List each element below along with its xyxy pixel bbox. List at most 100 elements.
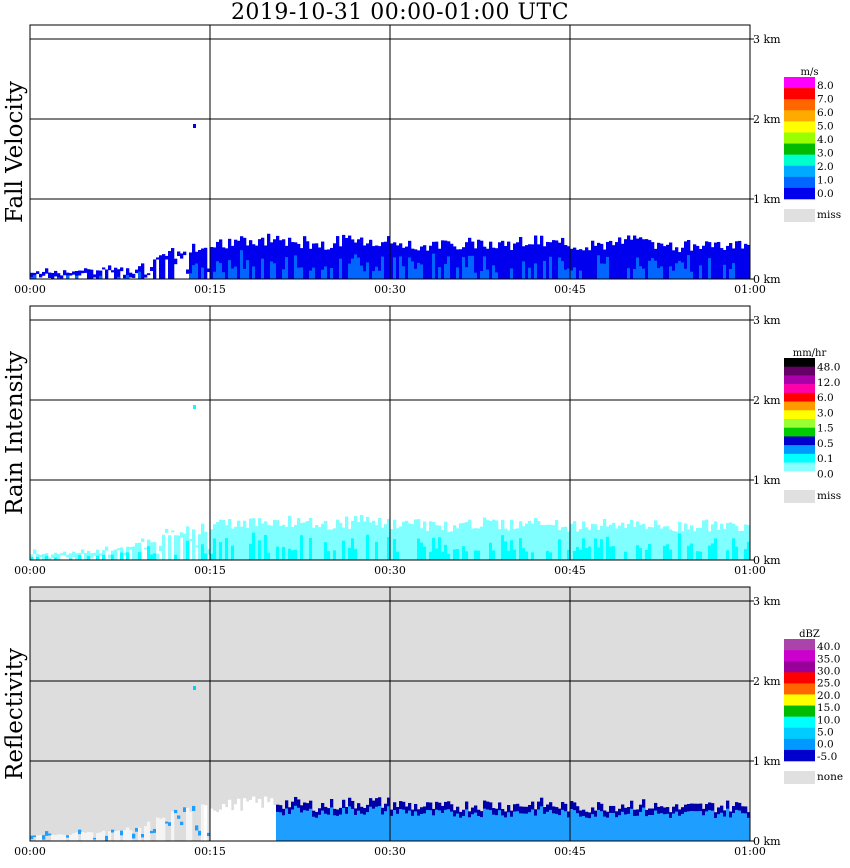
echo-cell — [117, 276, 121, 279]
echo-cell — [99, 553, 103, 556]
legend-label: -5.0 — [817, 751, 837, 763]
echo-cell — [324, 813, 328, 841]
echo-cell — [372, 520, 376, 560]
echo-cell — [639, 548, 643, 560]
echo-cell — [213, 271, 217, 279]
echo-cell — [102, 267, 106, 270]
echo-cell — [402, 247, 406, 279]
echo-cell — [372, 271, 376, 279]
echo-cell — [675, 247, 679, 279]
legend-swatch — [784, 88, 815, 100]
echo-cell — [603, 816, 607, 841]
echo-cell — [393, 257, 397, 279]
echo-cell — [123, 830, 127, 841]
echo-cell — [360, 237, 364, 279]
echo-cell — [270, 525, 274, 560]
echo-cell — [57, 554, 61, 560]
echo-cell — [180, 821, 184, 826]
echo-cell — [510, 816, 514, 841]
echo-cell — [234, 239, 238, 279]
echo-cell — [480, 240, 484, 279]
echo-cell — [435, 809, 439, 841]
echo-cell — [246, 801, 250, 841]
echo-cell — [633, 235, 637, 279]
echo-cell — [201, 804, 205, 841]
echo-cell — [486, 269, 490, 279]
echo-cell — [474, 248, 478, 279]
echo-cell — [126, 827, 130, 841]
echo-cell — [231, 545, 235, 560]
echo-cell — [513, 811, 517, 841]
echo-cell — [441, 529, 445, 560]
echo-cell — [564, 245, 568, 279]
echo-cell — [603, 518, 607, 560]
echo-cell — [96, 833, 100, 841]
legend-swatch — [784, 401, 815, 411]
echo-cell — [51, 272, 55, 279]
echo-cell — [663, 814, 667, 841]
echo-cell — [375, 806, 379, 841]
echo-cell — [129, 830, 133, 841]
echo-cell — [600, 539, 604, 560]
echo-cell — [669, 242, 673, 279]
echo-cell — [276, 520, 280, 560]
echo-cell — [495, 815, 499, 841]
echo-cell — [678, 533, 682, 560]
echo-cell — [117, 830, 121, 841]
echo-cell — [435, 241, 439, 279]
echo-cell — [294, 525, 298, 560]
echo-cell — [702, 815, 706, 841]
echo-cell — [42, 553, 46, 560]
echo-area — [30, 233, 751, 279]
echo-cell — [462, 546, 466, 560]
echo-cell — [75, 275, 79, 279]
echo-cell — [588, 529, 592, 560]
x-tick-label: 00:30 — [374, 845, 406, 858]
echo-cell — [261, 237, 265, 279]
echo-cell — [744, 524, 748, 560]
echo-cell — [645, 549, 649, 560]
echo-cell — [315, 525, 319, 560]
echo-cell — [318, 814, 322, 841]
echo-cell — [621, 522, 625, 560]
echo-cell — [243, 520, 247, 560]
echo-cell — [444, 521, 448, 560]
legend-swatch — [784, 165, 815, 178]
echo-cell — [201, 248, 205, 279]
echo-cell — [726, 808, 730, 841]
echo-cell — [582, 815, 586, 841]
echo-cell — [384, 811, 388, 841]
echo-area — [30, 796, 751, 841]
echo-cell — [315, 817, 319, 841]
echo-cell — [162, 817, 166, 841]
echo-cell — [636, 521, 640, 560]
echo-cell — [696, 811, 700, 841]
echo-cell — [135, 269, 139, 274]
echo-cell — [570, 248, 574, 279]
echo-cell — [36, 835, 40, 841]
echo-cell — [558, 257, 562, 279]
echo-cell — [390, 529, 394, 560]
echo-cell — [45, 831, 49, 836]
echo-cell — [525, 523, 529, 560]
height-tick-label: 1 km — [753, 474, 781, 487]
x-tick-label: 00:45 — [554, 845, 586, 858]
echo-cell — [132, 546, 136, 560]
echo-cell — [210, 247, 214, 279]
echo-cell — [735, 546, 739, 560]
legend-label: 15.0 — [817, 702, 840, 714]
echo-cell — [678, 815, 682, 841]
echo-cell — [513, 243, 517, 279]
echo-cell — [30, 276, 34, 279]
echo-cell — [378, 270, 382, 279]
echo-cell — [579, 529, 583, 560]
echo-cell — [408, 810, 412, 841]
echo-cell — [702, 245, 706, 279]
legend-label: 8.0 — [817, 80, 834, 92]
echo-cell — [660, 266, 664, 279]
echo-cell — [366, 243, 370, 279]
echo-cell — [591, 523, 595, 560]
echo-cell — [624, 551, 628, 560]
echo-cell — [210, 808, 214, 841]
echo-cell — [231, 810, 235, 841]
